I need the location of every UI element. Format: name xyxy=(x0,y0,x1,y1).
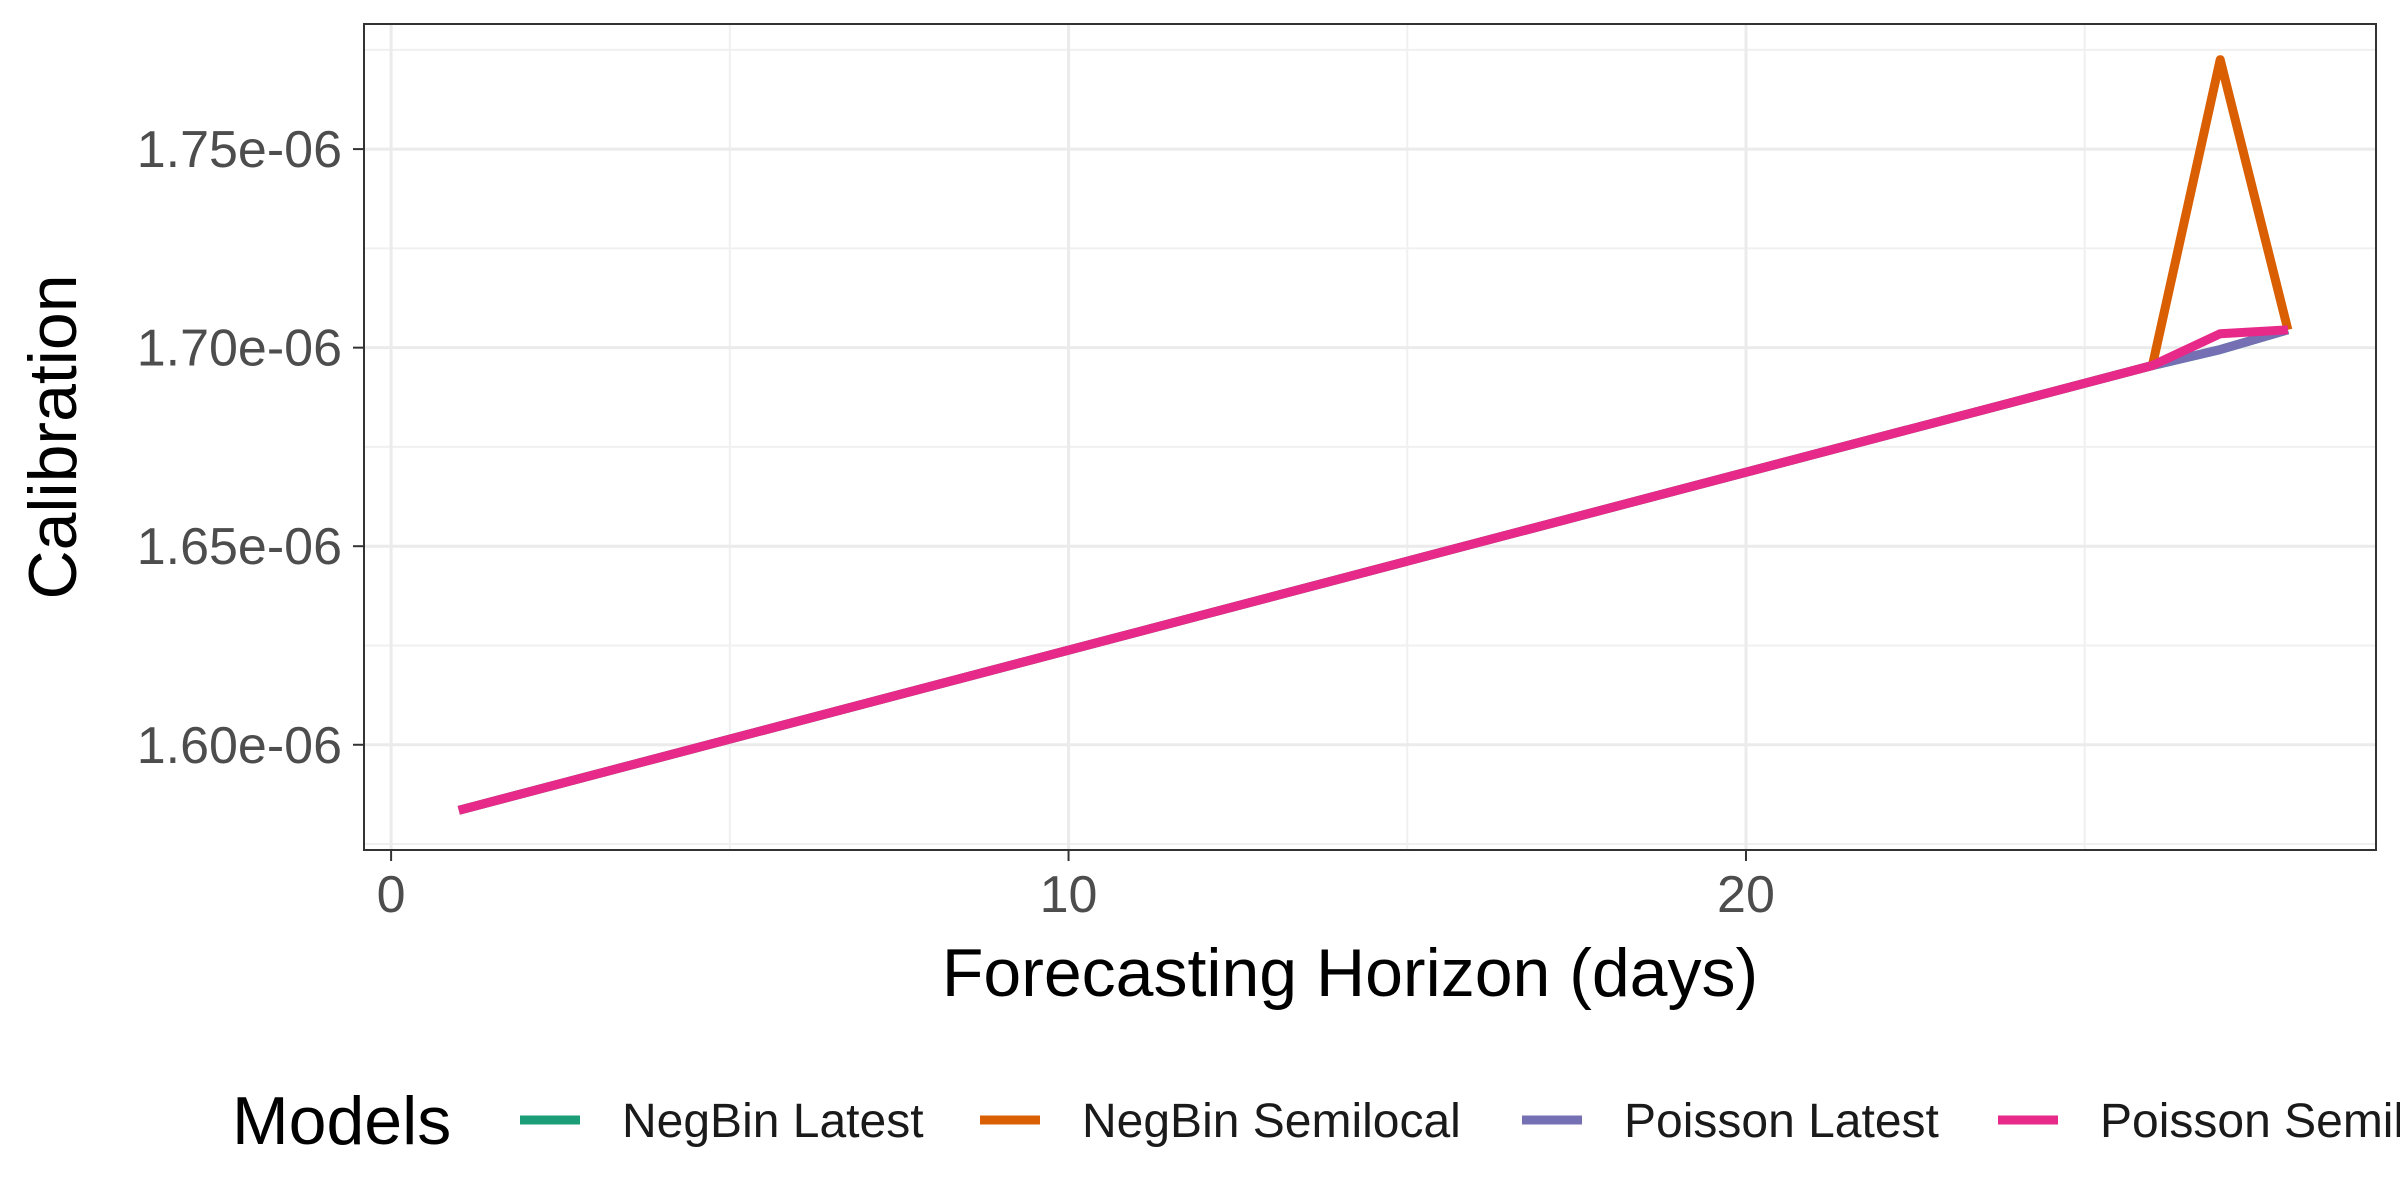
y-tick-label: 1.65e-06 xyxy=(137,518,342,576)
minor-gridlines xyxy=(364,24,2376,850)
series-lines xyxy=(457,55,2293,815)
panel-background xyxy=(364,24,2376,850)
y-axis-ticks: 1.60e-06 1.65e-06 1.70e-06 1.75e-06 xyxy=(137,121,364,775)
legend-label-poisson-latest: Poisson Latest xyxy=(1624,1095,1939,1148)
y-tick-label: 1.60e-06 xyxy=(137,717,342,775)
x-axis-title: Forecasting Horizon (days) xyxy=(942,935,1758,1011)
legend-title: Models xyxy=(232,1083,451,1159)
legend-label-negbin-semilocal: NegBin Semilocal xyxy=(1082,1095,1461,1148)
x-tick-label: 0 xyxy=(377,866,406,924)
y-tick-label: 1.70e-06 xyxy=(137,320,342,378)
legend-label-poisson-semilocal: Poisson Semilocal xyxy=(2100,1095,2400,1148)
major-gridlines xyxy=(364,24,2376,850)
y-tick-label: 1.75e-06 xyxy=(137,121,342,179)
x-tick-label: 20 xyxy=(1717,866,1775,924)
x-axis-ticks: 0 10 20 xyxy=(377,850,1775,924)
legend: Models NegBin Latest NegBin Semilocal Pois… xyxy=(232,1083,2400,1159)
panel-border xyxy=(363,23,2377,851)
y-axis-title: Calibration xyxy=(15,274,91,599)
legend-label-negbin-latest: NegBin Latest xyxy=(622,1095,924,1148)
series-line-poisson-semilocal xyxy=(457,325,2289,815)
x-tick-label: 10 xyxy=(1040,866,1098,924)
